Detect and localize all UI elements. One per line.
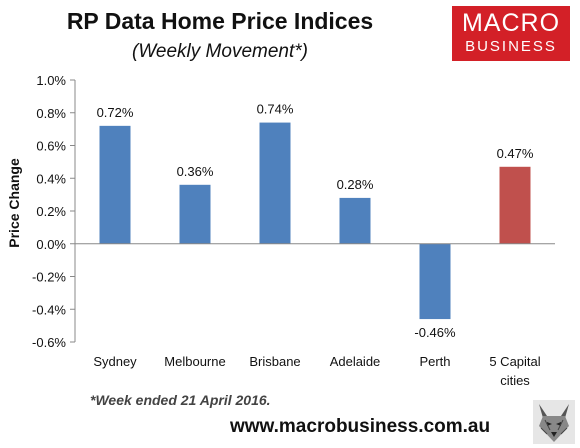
data-label: -0.46% [414, 325, 456, 340]
chart-title: RP Data Home Price Indices [66, 8, 374, 34]
chart-subtitle: (Weekly Movement*) [132, 41, 308, 62]
y-tick-label: 1.0% [36, 73, 66, 88]
logo-line-2: BUSINESS [465, 38, 557, 55]
y-tick-label: -0.4% [32, 302, 66, 317]
x-axis-labels: Sydney Melbourne Brisbane Adelaide Perth 5 Ca… [93, 354, 540, 388]
x-tick-label: Sydney [93, 354, 137, 369]
data-label: 0.47% [497, 146, 534, 161]
bar-adelaide [339, 197, 371, 244]
x-tick-label: Perth [419, 354, 450, 369]
bar-perth [419, 243, 451, 320]
x-tick-label: Brisbane [249, 354, 300, 369]
y-axis-ticks: 1.0% 0.8% 0.6% 0.4% 0.2% 0.0% -0.2% -0.4% -0.6% [32, 73, 75, 350]
y-tick-label: -0.2% [32, 270, 66, 285]
y-axis-label: Price Change [6, 158, 22, 248]
logo-line-1: MACRO [461, 9, 561, 37]
x-tick-label: Adelaide [330, 354, 381, 369]
y-tick-label: -0.6% [32, 335, 66, 350]
footnote: *Week ended 21 April 2016. [90, 392, 271, 408]
bar-brisbane [259, 122, 291, 244]
x-tick-label: 5 Capital cities [489, 354, 540, 388]
bars: 0.72% 0.36% 0.74% 0.28% -0.46% 0.47% [97, 102, 534, 341]
wolf-icon [533, 400, 575, 444]
data-label: 0.36% [177, 164, 214, 179]
y-tick-label: 0.6% [36, 139, 66, 154]
bar-sydney [99, 125, 131, 244]
bar-5-capital-cities [499, 166, 531, 244]
data-label: 0.72% [97, 105, 134, 120]
x-tick-label: Melbourne [164, 354, 225, 369]
y-tick-label: 0.4% [36, 171, 66, 186]
website-url: www.macrobusiness.com.au [230, 416, 491, 437]
macrobusiness-logo: MACRO BUSINESS [452, 6, 570, 61]
data-label: 0.28% [337, 177, 374, 192]
y-tick-label: 0.8% [36, 106, 66, 121]
y-tick-label: 0.0% [36, 237, 66, 252]
y-tick-label: 0.2% [36, 204, 66, 219]
bar-melbourne [179, 184, 211, 244]
data-label: 0.74% [257, 102, 294, 117]
